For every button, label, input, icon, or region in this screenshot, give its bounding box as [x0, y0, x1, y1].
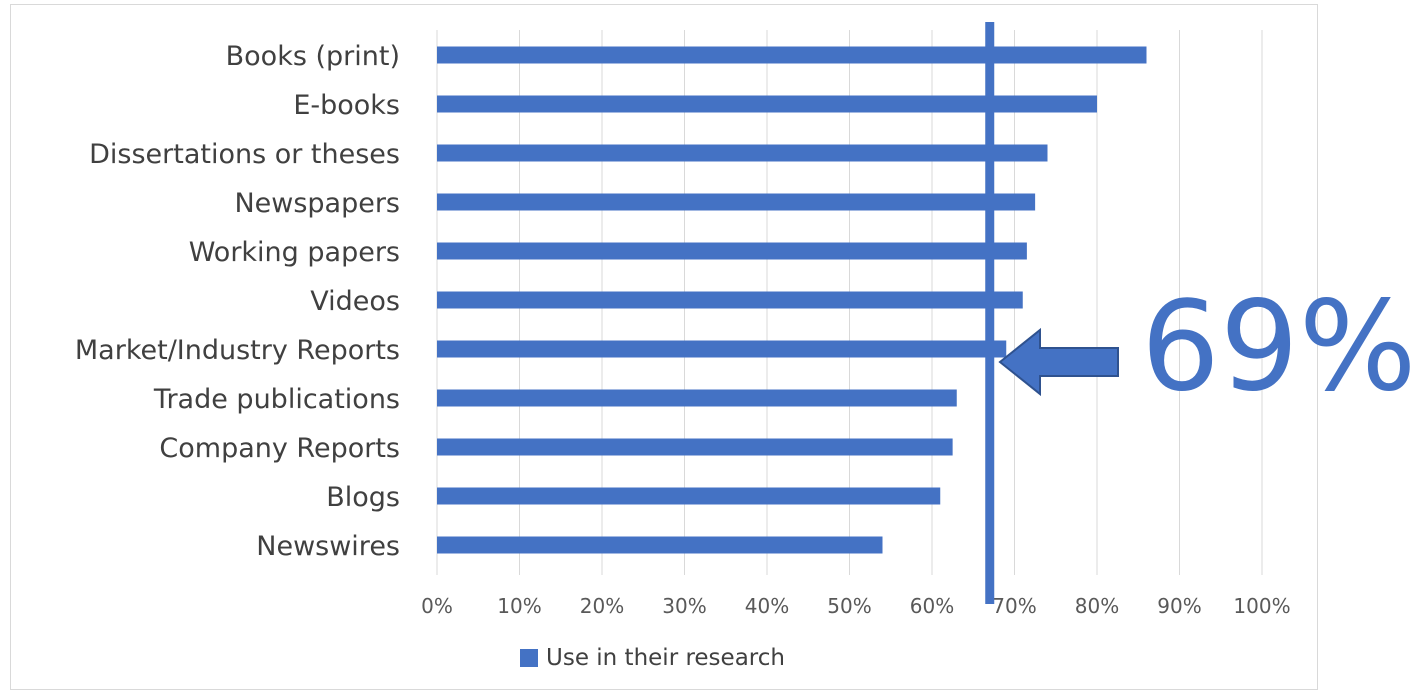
category-label: Newswires [256, 531, 400, 562]
category-label: E-books [293, 90, 400, 121]
bar [437, 438, 953, 456]
chart-frame [10, 4, 1318, 690]
legend: Use in their research [520, 645, 785, 671]
category-label: Newspapers [234, 188, 400, 219]
x-tick-label: 10% [497, 594, 541, 618]
category-label: Blogs [326, 482, 400, 513]
callout-label: 69% [1141, 275, 1412, 419]
x-tick-label: 30% [662, 594, 706, 618]
category-label: Working papers [189, 237, 400, 268]
bar [437, 242, 1027, 260]
bars [437, 46, 1147, 554]
category-label: Dissertations or theses [89, 139, 400, 170]
reference-line-group [985, 22, 1119, 604]
x-tick-label: 100% [1233, 594, 1290, 618]
bar [437, 95, 1097, 113]
category-label: Books (print) [226, 41, 400, 72]
bar [437, 144, 1048, 162]
category-labels: Books (print) E-books Dissertations or the… [75, 41, 400, 562]
x-tick-label: 70% [992, 594, 1036, 618]
x-axis-ticks: 0% 10% 20% 30% 40% 50% 60% 70% 80% 90% 100% [421, 594, 1290, 618]
legend-swatch [520, 649, 538, 667]
x-tick-label: 90% [1157, 594, 1201, 618]
x-tick-label: 50% [827, 594, 871, 618]
bar [437, 487, 941, 505]
bar [437, 340, 1007, 358]
bar [437, 46, 1147, 64]
bar [437, 291, 1023, 309]
gridlines [436, 30, 1263, 575]
category-label: Market/Industry Reports [75, 335, 400, 366]
bar [437, 389, 957, 407]
bar [437, 193, 1036, 211]
legend-label: Use in their research [546, 645, 785, 671]
x-tick-label: 0% [421, 594, 453, 618]
x-tick-label: 80% [1075, 594, 1119, 618]
x-tick-label: 40% [745, 594, 789, 618]
category-label: Trade publications [153, 384, 400, 415]
x-tick-label: 60% [910, 594, 954, 618]
category-label: Videos [310, 286, 400, 317]
category-label: Company Reports [159, 433, 400, 464]
callout-arrow [998, 327, 1119, 397]
x-tick-label: 20% [580, 594, 624, 618]
bar [437, 536, 883, 554]
